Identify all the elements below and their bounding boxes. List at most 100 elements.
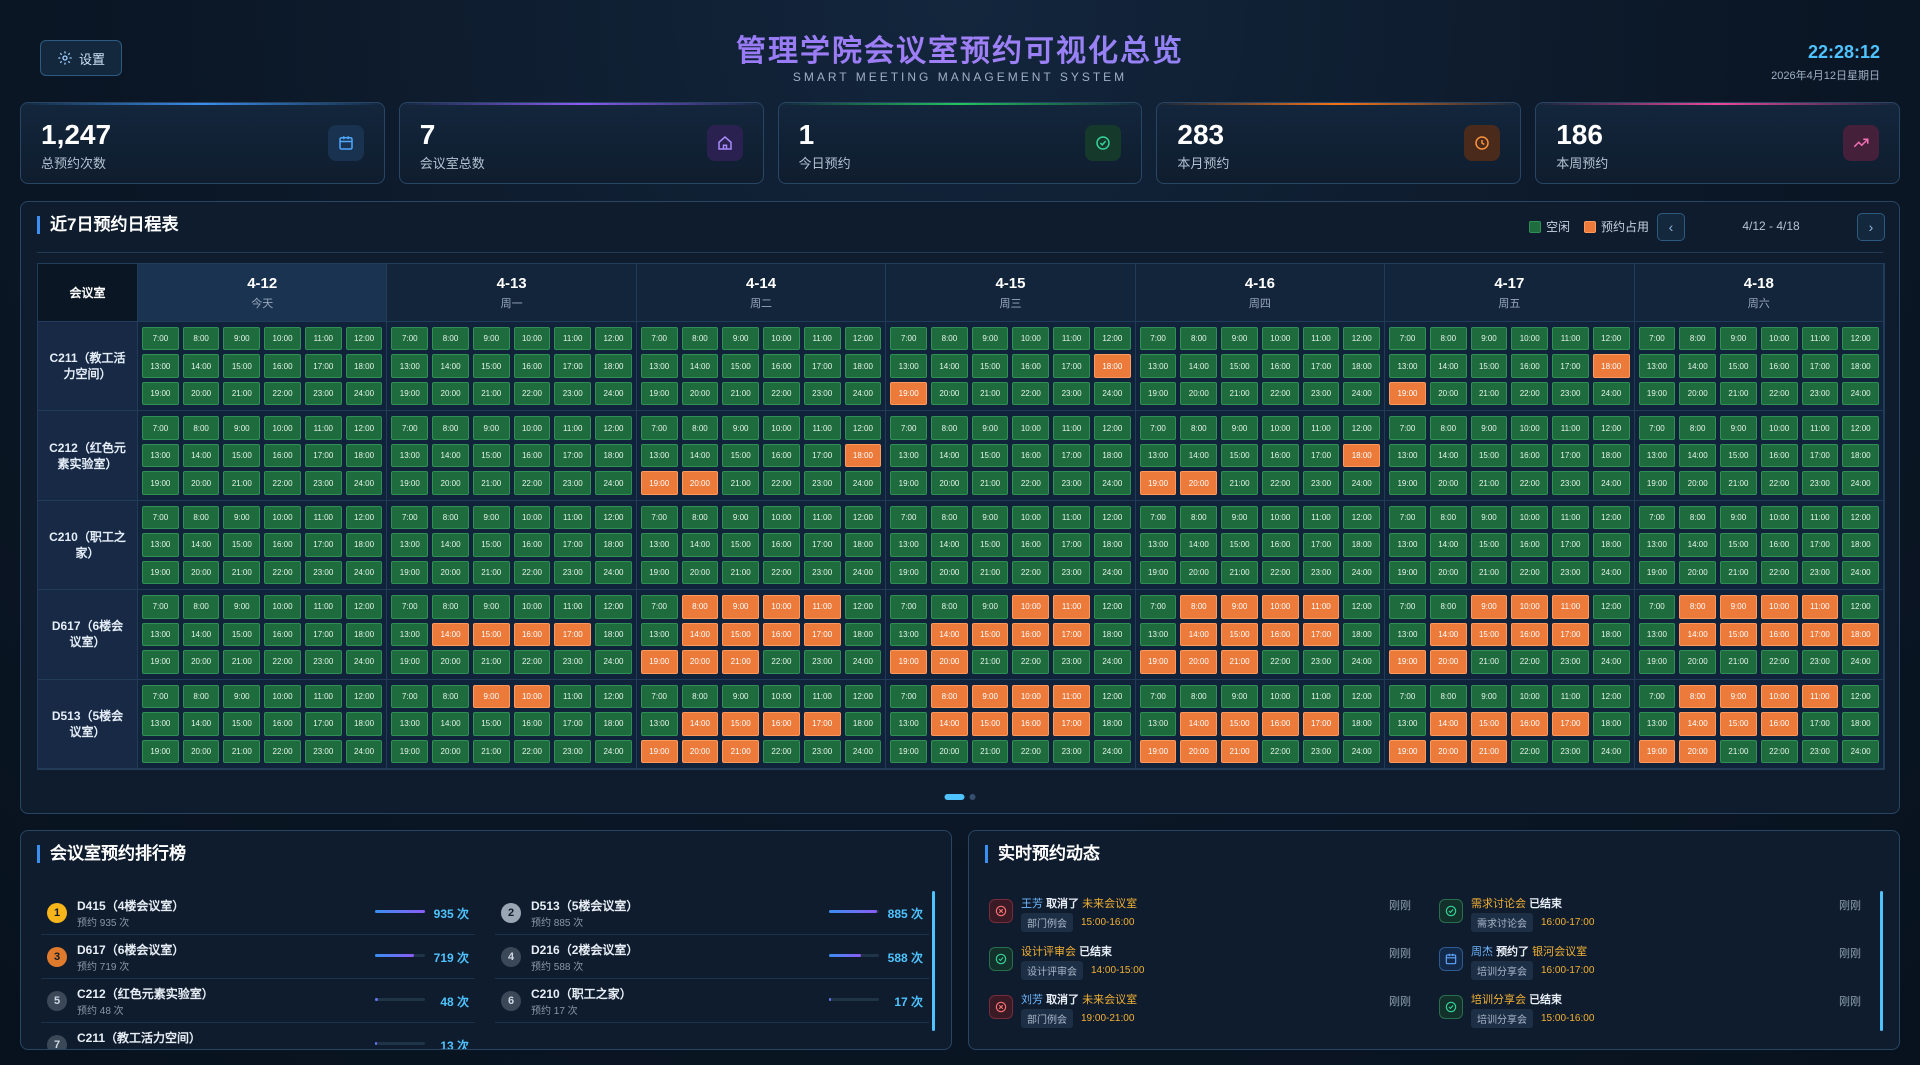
slot-free[interactable]: 11:00 bbox=[554, 595, 592, 619]
slot-free[interactable]: 9:00 bbox=[1470, 416, 1508, 440]
slot-booked[interactable]: 15:00 bbox=[971, 622, 1009, 647]
slot-free[interactable]: 15:00 bbox=[971, 533, 1009, 557]
slot-free[interactable]: 22:00 bbox=[513, 650, 551, 674]
slot-booked[interactable]: 19:00 bbox=[1389, 381, 1426, 406]
slot-free[interactable]: 21:00 bbox=[1720, 650, 1757, 674]
slot-free[interactable]: 18:00 bbox=[1093, 533, 1131, 557]
slot-free[interactable]: 9:00 bbox=[971, 327, 1009, 351]
slot-booked[interactable]: 18:00 bbox=[1592, 354, 1630, 378]
ranking-item[interactable]: 7 C211（教工活力空间） 13 次 bbox=[41, 1023, 475, 1049]
slot-free[interactable]: 12:00 bbox=[844, 505, 882, 530]
slot-free[interactable]: 11:00 bbox=[803, 416, 841, 440]
slot-booked[interactable]: 16:00 bbox=[763, 712, 800, 736]
slot-free[interactable]: 24:00 bbox=[1592, 739, 1630, 763]
slot-free[interactable]: 17:00 bbox=[1801, 712, 1839, 736]
slot-free[interactable]: 8:00 bbox=[1679, 416, 1717, 440]
ranking-item[interactable]: 3 D617（6楼会议室） 预约 719 次 719 次 bbox=[41, 935, 475, 979]
slot-free[interactable]: 10:00 bbox=[1261, 505, 1299, 530]
slot-free[interactable]: 8:00 bbox=[681, 416, 719, 440]
slot-booked[interactable]: 18:00 bbox=[1842, 622, 1879, 647]
slot-free[interactable]: 22:00 bbox=[1261, 381, 1299, 406]
slot-free[interactable]: 18:00 bbox=[1093, 443, 1131, 468]
slot-free[interactable]: 17:00 bbox=[554, 443, 592, 468]
slot-free[interactable]: 9:00 bbox=[1221, 505, 1258, 530]
slot-free[interactable]: 14:00 bbox=[182, 622, 220, 647]
slot-free[interactable]: 11:00 bbox=[1053, 416, 1090, 440]
slot-free[interactable]: 18:00 bbox=[1343, 533, 1381, 557]
slot-free[interactable]: 14:00 bbox=[931, 354, 968, 378]
slot-free[interactable]: 18:00 bbox=[345, 443, 383, 468]
slot-free[interactable]: 13:00 bbox=[391, 622, 429, 647]
slot-free[interactable]: 13:00 bbox=[142, 533, 179, 557]
slot-free[interactable]: 16:00 bbox=[264, 354, 301, 378]
slot-free[interactable]: 21:00 bbox=[1720, 560, 1757, 585]
slot-free[interactable]: 20:00 bbox=[931, 381, 968, 406]
slot-booked[interactable]: 8:00 bbox=[1180, 595, 1218, 619]
slot-free[interactable]: 7:00 bbox=[1389, 595, 1426, 619]
slot-free[interactable]: 23:00 bbox=[1053, 471, 1090, 495]
slot-free[interactable]: 14:00 bbox=[432, 712, 469, 736]
slot-free[interactable]: 20:00 bbox=[1429, 381, 1467, 406]
slot-booked[interactable]: 15:00 bbox=[722, 622, 760, 647]
slot-free[interactable]: 23:00 bbox=[1801, 560, 1839, 585]
slot-free[interactable]: 17:00 bbox=[1552, 354, 1589, 378]
slot-free[interactable]: 17:00 bbox=[1552, 443, 1589, 468]
slot-free[interactable]: 12:00 bbox=[844, 595, 882, 619]
slot-free[interactable]: 23:00 bbox=[1302, 739, 1340, 763]
slot-free[interactable]: 13:00 bbox=[1139, 712, 1177, 736]
slot-booked[interactable]: 8:00 bbox=[931, 684, 968, 709]
slot-booked[interactable]: 10:00 bbox=[1012, 595, 1050, 619]
slot-booked[interactable]: 10:00 bbox=[1511, 595, 1549, 619]
slot-free[interactable]: 8:00 bbox=[182, 684, 220, 709]
slot-free[interactable]: 19:00 bbox=[142, 381, 179, 406]
slot-free[interactable]: 7:00 bbox=[142, 416, 179, 440]
slot-booked[interactable]: 16:00 bbox=[1760, 622, 1798, 647]
slot-free[interactable]: 21:00 bbox=[722, 381, 760, 406]
slot-free[interactable]: 23:00 bbox=[1801, 650, 1839, 674]
slot-free[interactable]: 16:00 bbox=[264, 443, 301, 468]
slot-free[interactable]: 16:00 bbox=[763, 443, 800, 468]
slot-booked[interactable]: 15:00 bbox=[1720, 712, 1757, 736]
slot-free[interactable]: 17:00 bbox=[1053, 354, 1090, 378]
slot-free[interactable]: 7:00 bbox=[1638, 505, 1676, 530]
slot-free[interactable]: 13:00 bbox=[142, 443, 179, 468]
slot-booked[interactable]: 19:00 bbox=[1389, 650, 1426, 674]
slot-free[interactable]: 15:00 bbox=[1720, 354, 1757, 378]
slot-free[interactable]: 21:00 bbox=[472, 471, 510, 495]
slot-free[interactable]: 7:00 bbox=[1638, 416, 1676, 440]
slot-free[interactable]: 19:00 bbox=[142, 560, 179, 585]
slot-free[interactable]: 10:00 bbox=[264, 505, 301, 530]
slot-free[interactable]: 15:00 bbox=[1470, 354, 1508, 378]
slot-booked[interactable]: 14:00 bbox=[1429, 712, 1467, 736]
slot-free[interactable]: 19:00 bbox=[640, 560, 678, 585]
slot-free[interactable]: 13:00 bbox=[391, 354, 429, 378]
slot-free[interactable]: 13:00 bbox=[1139, 354, 1177, 378]
slot-free[interactable]: 24:00 bbox=[1592, 560, 1630, 585]
slot-booked[interactable]: 15:00 bbox=[1470, 622, 1508, 647]
slot-free[interactable]: 23:00 bbox=[803, 381, 841, 406]
slot-free[interactable]: 8:00 bbox=[681, 327, 719, 351]
slot-free[interactable]: 21:00 bbox=[1720, 471, 1757, 495]
slot-free[interactable]: 22:00 bbox=[264, 650, 301, 674]
slot-free[interactable]: 20:00 bbox=[931, 560, 968, 585]
slot-free[interactable]: 24:00 bbox=[345, 650, 383, 674]
slot-free[interactable]: 18:00 bbox=[844, 354, 882, 378]
slot-free[interactable]: 7:00 bbox=[391, 505, 429, 530]
slot-free[interactable]: 13:00 bbox=[1389, 712, 1426, 736]
slot-free[interactable]: 8:00 bbox=[931, 595, 968, 619]
slot-free[interactable]: 15:00 bbox=[223, 354, 261, 378]
slot-booked[interactable]: 20:00 bbox=[681, 650, 719, 674]
slot-free[interactable]: 17:00 bbox=[304, 443, 342, 468]
slot-free[interactable]: 8:00 bbox=[1679, 327, 1717, 351]
slot-free[interactable]: 20:00 bbox=[182, 381, 220, 406]
slot-free[interactable]: 12:00 bbox=[1343, 505, 1381, 530]
slot-free[interactable]: 22:00 bbox=[1261, 471, 1299, 495]
ranking-item[interactable]: 5 C212（红色元素实验室） 预约 48 次 48 次 bbox=[41, 979, 475, 1023]
slot-free[interactable]: 14:00 bbox=[681, 354, 719, 378]
slot-free[interactable]: 7:00 bbox=[640, 416, 678, 440]
slot-free[interactable]: 22:00 bbox=[264, 739, 301, 763]
slot-free[interactable]: 13:00 bbox=[142, 712, 179, 736]
slot-free[interactable]: 8:00 bbox=[1429, 684, 1467, 709]
slot-free[interactable]: 24:00 bbox=[595, 560, 632, 585]
slot-free[interactable]: 19:00 bbox=[1389, 471, 1426, 495]
